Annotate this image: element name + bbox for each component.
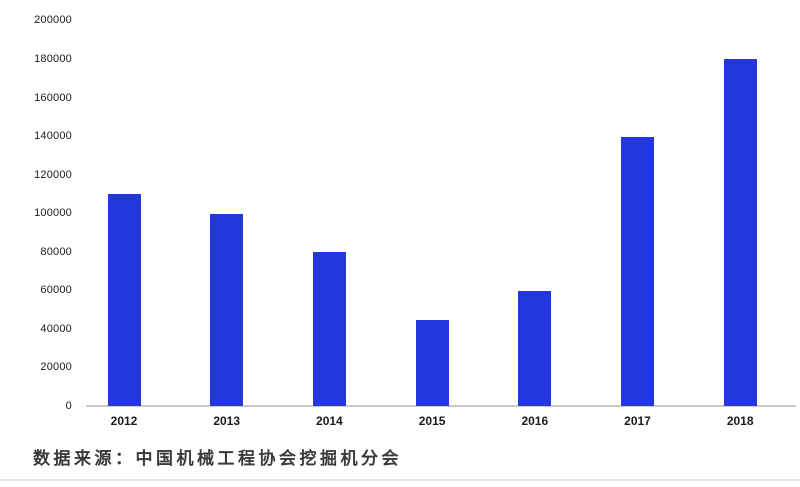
bar-2018 <box>723 59 757 407</box>
y-tick-label: 180000 <box>34 52 72 65</box>
y-tick-label: 20000 <box>40 361 72 374</box>
y-tick-label: 40000 <box>40 322 72 335</box>
y-tick-label: 160000 <box>34 91 72 104</box>
bar-2016 <box>518 290 552 407</box>
x-tick-label-2017: 2017 <box>624 414 651 428</box>
y-tick-label: 200000 <box>34 14 72 27</box>
bar-2017 <box>621 136 654 407</box>
bar-chart: 0 20000 40000 60000 80000 100000 120000 140000 1… <box>34 14 796 428</box>
y-tick-label: 80000 <box>40 245 72 258</box>
x-tick-label-2015: 2015 <box>418 414 446 428</box>
y-tick-label: 0 <box>65 400 72 412</box>
bar-2013 <box>210 213 244 407</box>
x-tick-label-2016: 2016 <box>521 414 549 428</box>
page-edge-line <box>0 479 800 481</box>
y-tick-label: 60000 <box>40 284 72 297</box>
x-tick-label-2014: 2014 <box>316 414 343 428</box>
source-note: 数据来源：中国机械工程协会挖掘机分会 <box>33 449 402 468</box>
y-tick-label: 100000 <box>34 207 72 220</box>
y-tick-label: 120000 <box>34 168 72 181</box>
x-tick-label-2018: 2018 <box>726 414 754 428</box>
x-tick-label-2013: 2013 <box>213 414 241 428</box>
x-tick-label-2012: 2012 <box>110 414 138 428</box>
bar-2012 <box>107 194 141 407</box>
bar-2014 <box>312 252 346 407</box>
y-tick-label: 140000 <box>34 130 72 143</box>
bar-2015 <box>415 319 449 407</box>
